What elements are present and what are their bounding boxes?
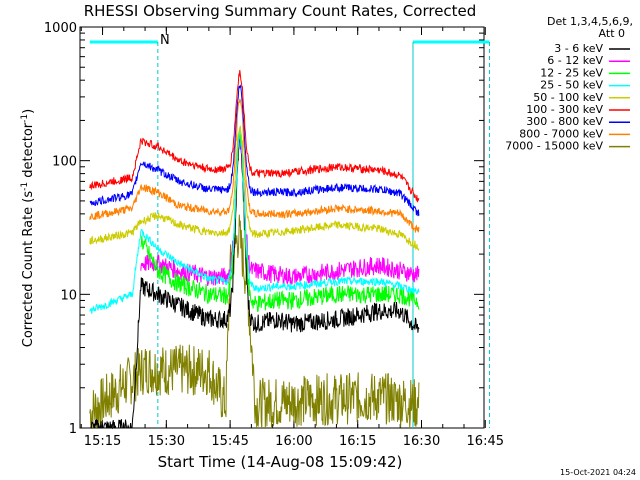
y-tick-label: 1 [69, 422, 77, 437]
plot-area [89, 40, 491, 430]
series-line-4 [89, 125, 420, 251]
x-tick-label: 15:30 [148, 434, 185, 449]
legend-label: 100 - 300 keV [526, 103, 603, 116]
x-tick-label: 15:15 [84, 434, 121, 449]
legend-label: 3 - 6 keV [554, 42, 603, 55]
series-line-0 [89, 136, 420, 430]
chart-title: RHESSI Observing Summary Count Rates, Co… [84, 2, 477, 20]
series-line-7 [89, 98, 420, 233]
legend-header-2: Att 0 [599, 27, 625, 40]
series-line-2 [140, 133, 420, 313]
y-tick-label: 1000 [44, 21, 77, 36]
y-tick-label: 100 [52, 155, 77, 170]
x-tick-label: 16:30 [403, 434, 440, 449]
marker-n: N [160, 33, 170, 48]
legend-label: 300 - 800 keV [526, 115, 603, 128]
series-line-1 [140, 135, 420, 286]
y-tick-label: 10 [60, 288, 77, 303]
y-axis-label: Corrected Count Rate (s-1 detector-1) [20, 109, 36, 347]
x-axis-label: Start Time (14-Aug-08 15:09:42) [158, 453, 403, 471]
x-tick-label: 16:00 [275, 434, 312, 449]
x-tick-label: 15:45 [211, 434, 248, 449]
series-line-8 [89, 214, 420, 429]
series-line-3 [89, 129, 420, 314]
x-axis: 15:15 15:30 15:45 16:00 16:15 16:30 16:45 [80, 27, 504, 449]
x-tick-label: 16:15 [339, 434, 376, 449]
legend-label: 12 - 25 keV [540, 66, 603, 79]
footer-date: 15-Oct-2021 04:24 [560, 468, 636, 477]
plot-frame [79, 26, 485, 429]
legend-label: 25 - 50 keV [540, 79, 603, 92]
legend-label: 6 - 12 keV [547, 54, 603, 67]
legend-label: 800 - 7000 keV [519, 127, 603, 140]
legend-label: 50 - 100 keV [533, 91, 603, 104]
legend-header-1: Det 1,3,4,5,6,9, [547, 15, 633, 28]
y-axis: 1 10 100 1000 [44, 21, 484, 437]
series-line-6 [89, 84, 420, 217]
x-tick-label: 16:45 [467, 434, 504, 449]
legend-label: 7000 - 15000 keV [505, 140, 603, 153]
series-line-5 [89, 70, 420, 203]
